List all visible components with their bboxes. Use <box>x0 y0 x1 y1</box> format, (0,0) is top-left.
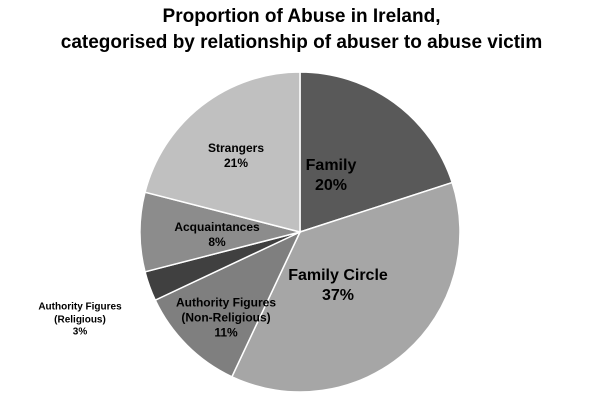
category-label: Strangers <box>207 141 265 155</box>
slice-label: Authority Figures (Non-Religious) 11% <box>169 296 284 341</box>
slice-label: Strangers 21% <box>176 141 296 171</box>
chart-title: Proportion of Abuse in Ireland, <box>162 6 441 27</box>
value-label: 3% <box>72 326 88 338</box>
slice-label: Authority Figures (Religious) 3% <box>30 301 130 339</box>
category-label: Authority Figures (Religious) <box>38 301 122 325</box>
value-label: 11% <box>214 325 238 340</box>
value-label: 21% <box>223 156 249 170</box>
pie-slice <box>299 71 454 234</box>
value-label: 37% <box>321 287 355 304</box>
slice-label: Family 20% <box>271 156 391 196</box>
value-label: 8% <box>208 235 226 249</box>
category-label: Authority Figures (Non-Religious) <box>175 295 276 325</box>
chart-title: categorised by relationship of abuser to… <box>60 32 543 53</box>
pie-slice <box>154 230 302 378</box>
slice-label: Acquaintances 8% <box>157 220 277 250</box>
category-label: Family Circle <box>288 267 388 284</box>
pie-slice <box>230 181 461 393</box>
category-label: Acquaintances <box>174 220 260 234</box>
category-label: Family <box>305 157 357 174</box>
pie-slice <box>144 71 301 233</box>
value-label: 20% <box>314 177 348 194</box>
slice-label: Family Circle 37% <box>273 266 403 306</box>
